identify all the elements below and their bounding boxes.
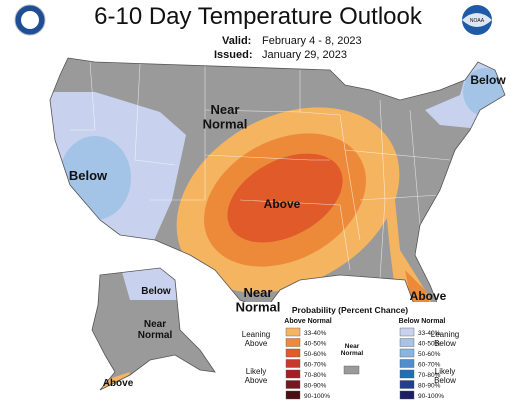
map-label: Near bbox=[144, 319, 166, 330]
legend-range: 90-100% bbox=[304, 393, 330, 400]
map-label: Normal bbox=[138, 330, 173, 341]
map-label: Below bbox=[141, 286, 171, 297]
legend-box bbox=[226, 302, 472, 403]
state-lines bbox=[70, 61, 451, 279]
legend-swatch bbox=[399, 359, 415, 368]
alaska-below bbox=[120, 268, 180, 300]
legend-group-label: Leaning bbox=[431, 330, 459, 339]
map-label: Normal bbox=[236, 299, 281, 314]
legend-group-label: Above bbox=[245, 339, 268, 348]
legend-group-label: Likely bbox=[435, 367, 455, 376]
legend-range: 33-40% bbox=[418, 330, 441, 337]
legend-near-label: Near bbox=[345, 343, 360, 350]
legend-swatch bbox=[285, 359, 301, 368]
map-label: Below bbox=[69, 168, 108, 183]
legend-range: 80-90% bbox=[304, 383, 327, 390]
legend-swatch bbox=[399, 369, 415, 379]
legend-group-label: Leaning bbox=[242, 330, 270, 339]
map-label: Near bbox=[211, 102, 240, 117]
legend-range: 50-60% bbox=[304, 351, 327, 358]
legend-range: 33-40% bbox=[304, 330, 327, 337]
legend-swatch bbox=[399, 327, 415, 337]
legend-group-label: Likely bbox=[246, 367, 266, 376]
legend-swatch-near bbox=[343, 365, 360, 375]
legend-group-label: Above bbox=[245, 376, 268, 385]
valid-date: February 4 - 8, 2023 bbox=[262, 35, 362, 47]
alaska-outline bbox=[91, 267, 216, 391]
map-label: Near bbox=[244, 285, 273, 300]
legend-swatch bbox=[399, 390, 415, 400]
map-label: Normal bbox=[203, 116, 248, 131]
map-label: Below bbox=[470, 73, 506, 87]
legend-swatch bbox=[285, 390, 301, 400]
legend-near-label: Normal bbox=[341, 350, 364, 357]
legend-range: 90-100% bbox=[418, 393, 444, 400]
map-label: Above bbox=[264, 197, 301, 211]
legend-swatch bbox=[399, 348, 415, 358]
legend-range: 80-90% bbox=[418, 383, 441, 390]
legend-swatch bbox=[285, 369, 301, 379]
legend-group-label: Below bbox=[434, 376, 456, 385]
legend-swatch bbox=[285, 327, 301, 337]
legend-range: 50-60% bbox=[418, 351, 441, 358]
legend-group-label: Below bbox=[434, 339, 456, 348]
map-label: Above bbox=[410, 289, 447, 303]
legend-range: 40-50% bbox=[418, 341, 441, 348]
legend-range: 70-80% bbox=[304, 372, 327, 379]
valid-label: Valid: bbox=[222, 35, 251, 47]
doc-logo-inner bbox=[21, 11, 39, 29]
noaa-logo-bird bbox=[462, 13, 492, 27]
legend-swatch bbox=[399, 338, 415, 347]
legend-title: Probability (Percent Chance) bbox=[292, 305, 408, 315]
legend-range: 40-50% bbox=[304, 341, 327, 348]
legend-swatch bbox=[285, 348, 301, 358]
legend-heading: Below Normal bbox=[399, 318, 446, 325]
noaa-logo-text: NOAA bbox=[470, 18, 485, 24]
legend-swatch bbox=[399, 380, 415, 389]
map-label: Above bbox=[103, 378, 134, 389]
legend-swatch bbox=[285, 338, 301, 347]
legend-heading: Above Normal bbox=[284, 318, 332, 325]
legend-range: 60-70% bbox=[418, 362, 441, 369]
legend-range: 60-70% bbox=[304, 362, 327, 369]
above-50 bbox=[227, 153, 343, 243]
legend-swatch bbox=[285, 380, 301, 389]
title: 6-10 Day Temperature Outlook bbox=[94, 3, 423, 30]
issued-date: January 29, 2023 bbox=[262, 49, 347, 61]
legend-range: 70-80% bbox=[418, 372, 441, 379]
issued-label: Issued: bbox=[214, 49, 253, 61]
